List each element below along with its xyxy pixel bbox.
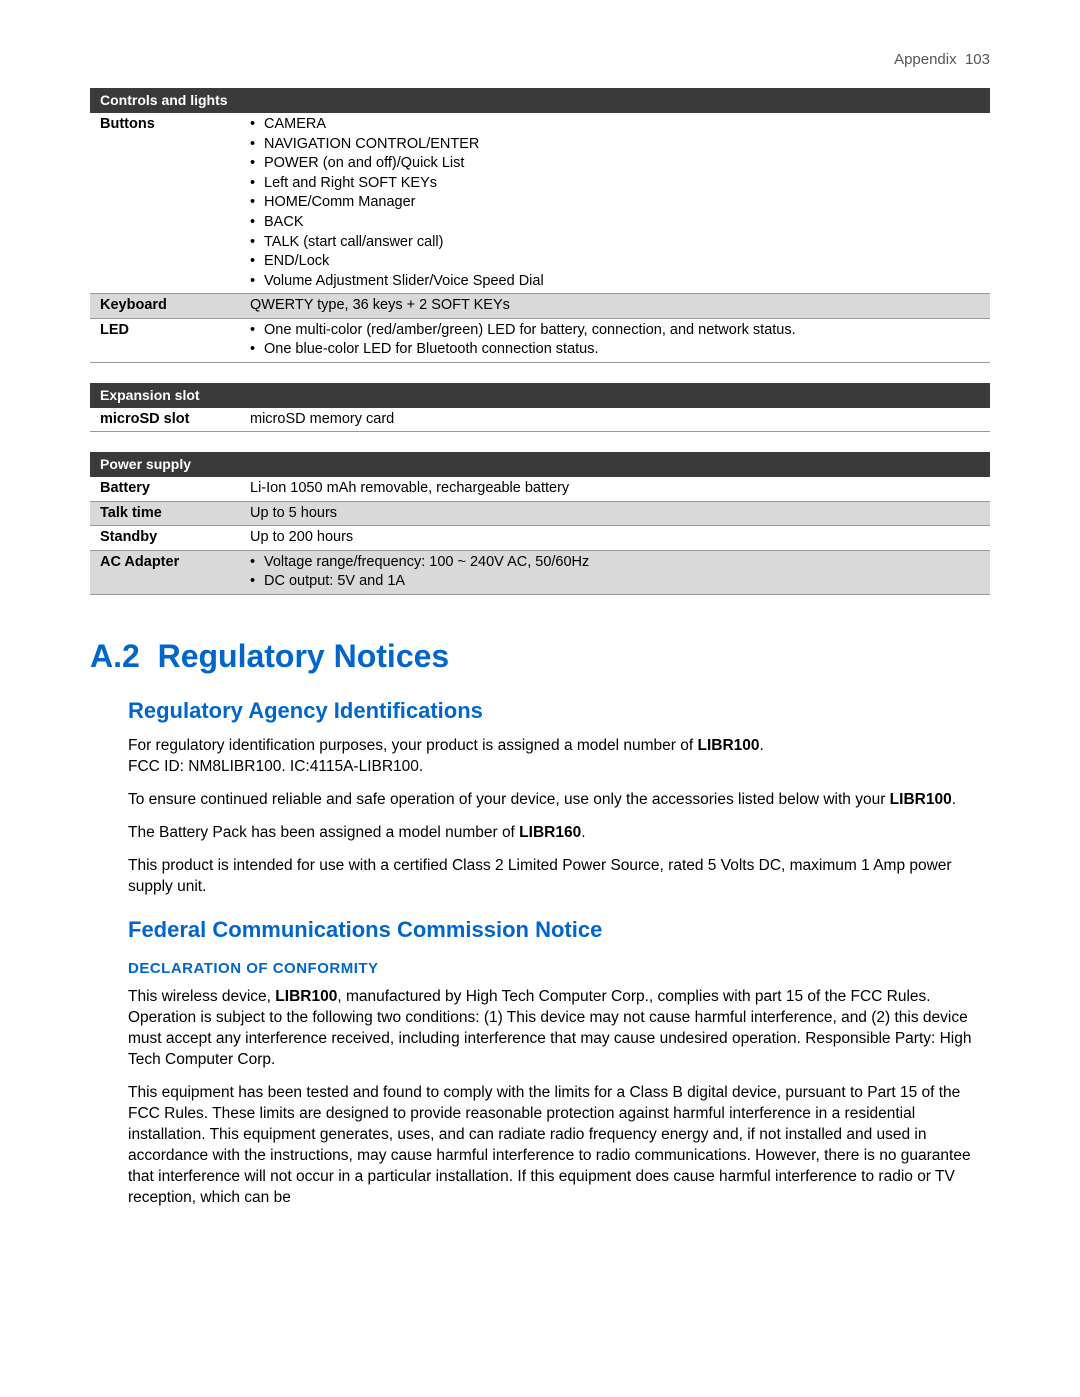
page-header: Appendix 103 xyxy=(90,50,990,70)
list-item: END/Lock xyxy=(250,252,980,272)
spec-label: Buttons xyxy=(90,113,240,294)
list-item: One multi-color (red/amber/green) LED fo… xyxy=(250,321,980,341)
controls-table: Controls and lights ButtonsCAMERANAVIGAT… xyxy=(90,88,990,363)
declaration-title: DECLARATION OF CONFORMITY xyxy=(90,959,990,979)
list-item: HOME/Comm Manager xyxy=(250,193,980,213)
list-item: BACK xyxy=(250,213,980,233)
spec-label: microSD slot xyxy=(90,408,240,432)
agency-p1: For regulatory identification purposes, … xyxy=(90,736,990,778)
expansion-table: Expansion slot microSD slotmicroSD memor… xyxy=(90,383,990,432)
list-item: NAVIGATION CONTROL/ENTER xyxy=(250,135,980,155)
spec-value: One multi-color (red/amber/green) LED fo… xyxy=(240,318,990,362)
spec-value: Voltage range/frequency: 100 ~ 240V AC, … xyxy=(240,550,990,594)
header-page: 103 xyxy=(965,51,990,68)
table-row: KeyboardQWERTY type, 36 keys + 2 SOFT KE… xyxy=(90,294,990,319)
list-item: Left and Right SOFT KEYs xyxy=(250,174,980,194)
spec-label: Talk time xyxy=(90,501,240,526)
fcc-title: Federal Communications Commission Notice xyxy=(90,915,990,945)
declaration-p2: This equipment has been tested and found… xyxy=(90,1083,990,1209)
table-row: Talk timeUp to 5 hours xyxy=(90,501,990,526)
table-row: StandbyUp to 200 hours xyxy=(90,526,990,551)
power-header: Power supply xyxy=(90,452,990,477)
agency-title: Regulatory Agency Identifications xyxy=(90,696,990,726)
spec-label: LED xyxy=(90,318,240,362)
table-row: BatteryLi-Ion 1050 mAh removable, rechar… xyxy=(90,477,990,501)
spec-label: Keyboard xyxy=(90,294,240,319)
table-row: microSD slotmicroSD memory card xyxy=(90,408,990,432)
list-item: CAMERA xyxy=(250,115,980,135)
table-row: AC Adapter Voltage range/frequency: 100 ~… xyxy=(90,550,990,594)
agency-p4: The Battery Pack has been assigned a mod… xyxy=(90,823,990,844)
spec-value: CAMERANAVIGATION CONTROL/ENTERPOWER (on … xyxy=(240,113,990,294)
spec-value: Up to 5 hours xyxy=(240,501,990,526)
expansion-header: Expansion slot xyxy=(90,383,990,408)
spec-label: Standby xyxy=(90,526,240,551)
spec-label: Battery xyxy=(90,477,240,501)
section-number: A.2 xyxy=(90,638,140,674)
spec-value: Up to 200 hours xyxy=(240,526,990,551)
table-row: ButtonsCAMERANAVIGATION CONTROL/ENTERPOW… xyxy=(90,113,990,294)
section-name: Regulatory Notices xyxy=(158,638,450,674)
spec-value: Li-Ion 1050 mAh removable, rechargeable … xyxy=(240,477,990,501)
agency-p3: To ensure continued reliable and safe op… xyxy=(90,790,990,811)
spec-label: AC Adapter xyxy=(90,550,240,594)
list-item: One blue-color LED for Bluetooth connect… xyxy=(250,340,980,360)
list-item: DC output: 5V and 1A xyxy=(250,572,980,592)
spec-value: QWERTY type, 36 keys + 2 SOFT KEYs xyxy=(240,294,990,319)
list-item: POWER (on and off)/Quick List xyxy=(250,154,980,174)
table-row: LED One multi-color (red/amber/green) LED… xyxy=(90,318,990,362)
declaration-p1: This wireless device, LIBR100, manufactu… xyxy=(90,987,990,1071)
list-item: TALK (start call/answer call) xyxy=(250,233,980,253)
list-item: Volume Adjustment Slider/Voice Speed Dia… xyxy=(250,272,980,292)
power-table: Power supply BatteryLi-Ion 1050 mAh remo… xyxy=(90,452,990,595)
section-title: A.2 Regulatory Notices xyxy=(90,635,990,678)
agency-p5: This product is intended for use with a … xyxy=(90,856,990,898)
header-section: Appendix xyxy=(894,51,957,68)
controls-header: Controls and lights xyxy=(90,88,990,113)
list-item: Voltage range/frequency: 100 ~ 240V AC, … xyxy=(250,553,980,573)
spec-value: microSD memory card xyxy=(240,408,990,432)
